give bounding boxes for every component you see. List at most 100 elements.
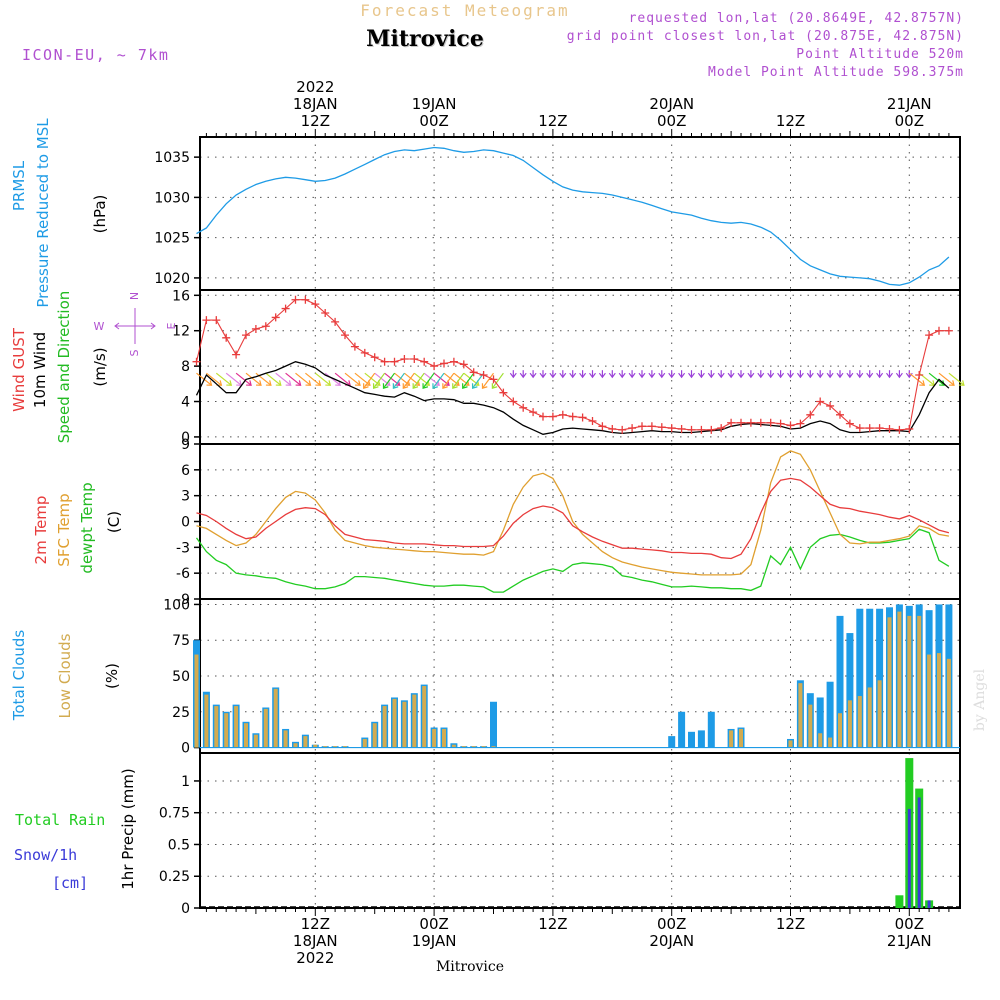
wind-arrow — [305, 372, 321, 386]
low-cloud-bar — [402, 701, 407, 748]
wind-panel: 0 4 8 12 16 — [172, 288, 961, 446]
y-tick-label: 100 — [163, 597, 190, 613]
low-cloud-bar — [739, 728, 743, 748]
snow-bar — [917, 797, 921, 908]
wind-arrow — [363, 372, 376, 389]
y-tick-label: 8 — [181, 359, 190, 375]
clouds-series — [193, 604, 960, 749]
low-cloud-bar — [343, 746, 347, 748]
bottom-time-label: 19JAN — [412, 932, 457, 950]
y-tick-label: 0 — [181, 430, 190, 446]
low-cloud-bar — [204, 694, 209, 748]
y-tick-label: -6 — [176, 566, 190, 582]
wind-arrow — [491, 372, 504, 389]
top-time-label: 12Z — [301, 112, 330, 130]
left-labels: PRMSL Pressure Reduced to MSL (hPa) Wind GU… — [10, 118, 178, 892]
bottom-time-label: 12Z — [538, 915, 567, 933]
gust-marker — [558, 410, 567, 419]
low-cloud-bar — [927, 654, 932, 748]
wind-arrow-head — [856, 372, 864, 379]
temp2m-label: 2m Temp — [32, 496, 50, 565]
y-tick-label: 1020 — [154, 271, 190, 287]
gust-marker — [806, 410, 815, 419]
gust-marker — [242, 331, 250, 340]
wind-arrow — [392, 372, 405, 389]
gust-marker — [489, 375, 498, 384]
gust-marker — [895, 425, 904, 434]
wind-arrow-head — [412, 383, 419, 390]
wind-arrow-head — [305, 380, 312, 386]
wind-arrow-head — [589, 372, 596, 379]
dewpt-line — [195, 528, 950, 593]
low-cloud-bar — [887, 617, 892, 748]
temperature-panel: -9 -6 -3 0 3 6 9 — [176, 437, 961, 608]
info-line: Model Point Altitude 598.375m — [708, 65, 964, 80]
wind-arrow-head — [372, 383, 379, 390]
wind-arrow-head — [846, 372, 854, 379]
dewpt-label: dewpt Temp — [78, 482, 96, 573]
low-cloud-bar — [491, 746, 496, 748]
low-cloud-bar — [818, 733, 823, 748]
wind-arrow-head — [777, 372, 785, 379]
gust-marker — [756, 418, 765, 427]
wind-arrow-head — [579, 372, 587, 379]
wind-arrow-head — [452, 383, 458, 390]
wind-arrow — [432, 372, 445, 389]
gust-marker — [251, 324, 260, 333]
wind-arrow-head — [285, 380, 292, 386]
wind-arrow-head — [638, 372, 646, 379]
y-tick-label: 3 — [181, 489, 190, 505]
gust-marker — [737, 418, 745, 427]
gust-marker — [301, 295, 310, 304]
pressure-panel: 1020 1025 1030 1035 — [154, 136, 961, 291]
low-cloud-bar — [451, 744, 456, 748]
gust-marker — [311, 300, 320, 309]
sfc-temp-label: SFC Temp — [55, 493, 73, 566]
gust-marker — [321, 309, 330, 318]
low-cloud-bar — [224, 713, 229, 748]
gust-marker — [370, 353, 379, 362]
gust-marker — [816, 397, 825, 406]
top-time-label: 2022 — [296, 78, 334, 96]
wind-arrow-head — [707, 372, 715, 379]
precip-panel: 0 0.25 0.5 0.75 1 — [159, 752, 961, 917]
wind-arrow — [295, 372, 311, 386]
gust-marker — [647, 422, 656, 431]
compass-w: W — [94, 320, 105, 333]
top-time-label: 19JAN — [412, 95, 457, 113]
wind-arrow-head — [491, 383, 498, 390]
gust-marker — [766, 418, 775, 427]
low-cloud-bar — [907, 615, 912, 748]
wind-arrow — [225, 372, 242, 386]
wind-arrow-head — [628, 372, 636, 379]
total-cloud-bar — [668, 736, 676, 748]
rain-bar — [895, 895, 904, 908]
y-tick-label: 1 — [181, 774, 190, 790]
wind-arrow-head — [948, 380, 955, 386]
temp-unit-label: (C) — [105, 511, 123, 533]
wind-arrow-head — [618, 372, 626, 379]
wind-arrow — [472, 372, 485, 389]
temperature-series — [195, 450, 950, 593]
total-cloud-bar — [490, 701, 497, 748]
y-tick-label: 0.5 — [168, 837, 190, 853]
gust-marker — [331, 317, 340, 326]
gust-marker — [548, 412, 557, 421]
title-shadow: Mitrovice — [367, 27, 485, 53]
wind-arrow-head — [747, 372, 755, 379]
low-cloud-bar — [333, 746, 338, 748]
grid-point-info: requested lon,lat (20.8649E, 42.8757N) gr… — [567, 11, 964, 80]
gust-marker — [786, 421, 795, 430]
wind-series — [192, 295, 965, 435]
wind-arrow-head — [796, 372, 804, 379]
gust-marker — [281, 304, 290, 313]
wind-arrow-head — [432, 383, 438, 390]
snow-label: Snow/1h — [14, 846, 77, 864]
wind-arrow — [402, 372, 415, 389]
wind-arrow-head — [382, 383, 389, 390]
total-cloud-bar — [866, 608, 874, 748]
total-cloud-bar — [856, 608, 864, 748]
bottom-time-label: 2022 — [296, 949, 334, 967]
gust-marker — [687, 425, 696, 434]
